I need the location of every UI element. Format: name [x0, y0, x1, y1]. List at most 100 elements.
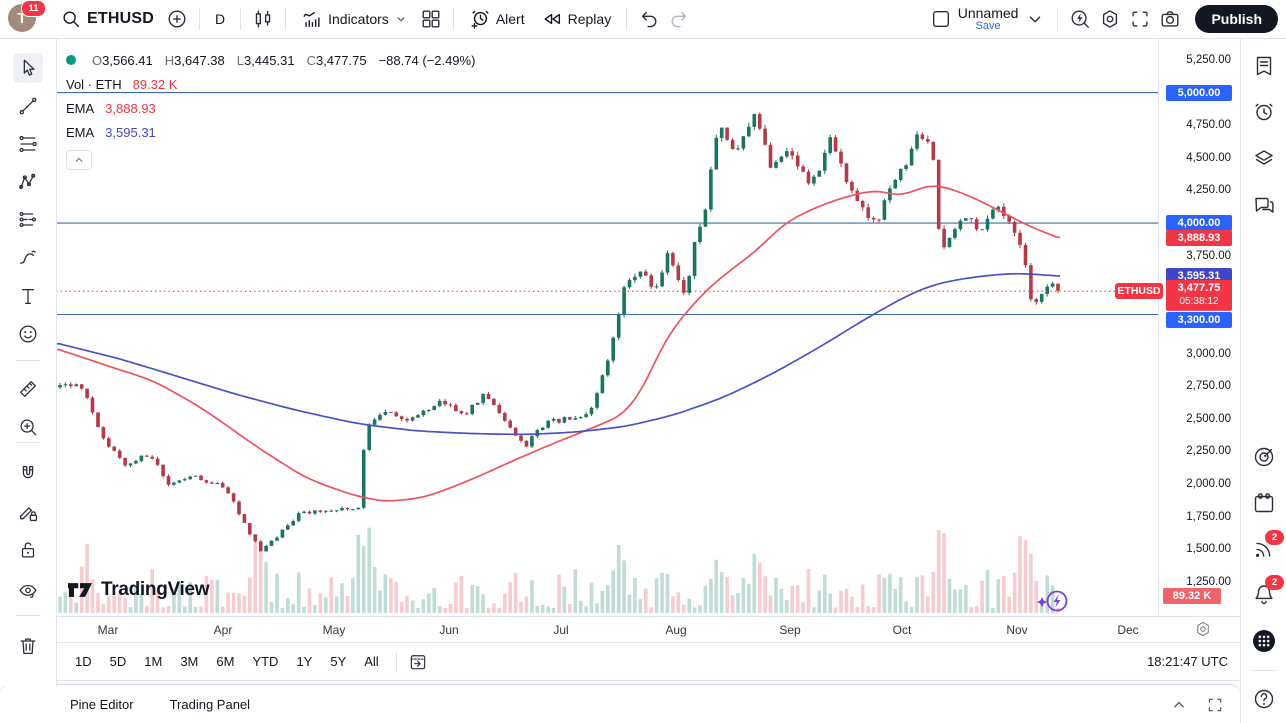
range-button-6m[interactable]: 6M	[216, 654, 235, 669]
gear-icon	[1197, 621, 1209, 637]
candlestick-chart[interactable]	[56, 38, 1158, 616]
chat-button[interactable]	[1249, 190, 1279, 220]
eye-icon	[19, 584, 37, 598]
tool-trend-line[interactable]	[13, 91, 43, 121]
panel-maximize-button[interactable]	[1204, 694, 1226, 716]
tool-cursor[interactable]	[13, 53, 43, 83]
tool-fib-retracement[interactable]	[13, 129, 43, 159]
chart-style-button[interactable]	[248, 4, 278, 34]
range-button-3m[interactable]: 3M	[180, 654, 199, 669]
ema-slow-label: EMA	[66, 124, 95, 140]
sidebar-divider	[1251, 670, 1277, 671]
tool-draw-lock[interactable]	[13, 497, 43, 527]
alert-button[interactable]: Alert	[461, 4, 533, 34]
range-button-1y[interactable]: 1Y	[296, 654, 313, 669]
ruler-icon	[20, 381, 36, 397]
tool-forecast[interactable]	[13, 205, 43, 235]
tab-trading-panel[interactable]: Trading Panel	[169, 697, 251, 712]
interval-button[interactable]: D	[207, 4, 233, 34]
add-symbol-button[interactable]	[162, 4, 192, 34]
undo-icon	[642, 11, 657, 28]
layout-menu-button[interactable]	[1020, 4, 1050, 34]
radar-button[interactable]	[1249, 442, 1279, 472]
bottom-panel: Pine Editor Trading Panel	[0, 684, 1240, 723]
settings-button[interactable]	[1095, 4, 1125, 34]
snapshot-button[interactable]	[1155, 4, 1185, 34]
fullscreen-icon	[1132, 11, 1148, 27]
tool-emoji[interactable]	[13, 319, 43, 349]
legend-ema-fast-row[interactable]: EMA 3,888.93	[66, 96, 475, 120]
redo-button[interactable]	[664, 4, 694, 34]
save-layout-button[interactable]	[926, 4, 956, 34]
tool-brush[interactable]	[13, 243, 43, 273]
layers-button[interactable]	[1249, 143, 1279, 173]
toolbar-divider	[626, 8, 628, 30]
layout-grid-button[interactable]	[416, 4, 446, 34]
replay-button[interactable]: Replay	[533, 4, 620, 34]
watchlist-button[interactable]	[1249, 51, 1279, 81]
tradingview-watermark[interactable]: TradingView	[66, 578, 210, 602]
legend-ema-slow-row[interactable]: EMA 3,595.31	[66, 120, 475, 144]
range-button-ytd[interactable]: YTD	[252, 654, 279, 669]
month-tick: Sep	[779, 623, 801, 637]
time-axis[interactable]: Mar Apr May Jun Jul Aug Sep Oct Nov Dec	[56, 616, 1240, 643]
panel-collapse-button[interactable]	[1168, 694, 1190, 716]
undo-button[interactable]	[634, 4, 664, 34]
toolbar-divider	[16, 360, 40, 361]
count-badge: 2	[1265, 575, 1284, 590]
price-tick: 1,500.00	[1186, 543, 1231, 556]
clock-utc[interactable]: 18:21:47 UTC	[1147, 654, 1228, 669]
legend-volume-row[interactable]: Vol · ETH 89.32 K	[66, 72, 475, 96]
volume-series	[58, 527, 1060, 613]
bell-button[interactable]: 2	[1249, 575, 1284, 609]
time-axis-settings-button[interactable]	[1194, 620, 1214, 640]
help-button[interactable]	[1249, 684, 1279, 714]
tab-pine-editor[interactable]: Pine Editor	[70, 697, 134, 712]
ema-fast-value: 3,888.93	[105, 100, 156, 116]
watermark-text: TradingView	[101, 579, 210, 600]
fib-retracement-icon	[19, 135, 37, 153]
tool-text[interactable]	[13, 281, 43, 311]
publish-button[interactable]: Publish	[1195, 5, 1278, 33]
alarm-button[interactable]	[1249, 97, 1279, 127]
go-to-date-button[interactable]	[405, 649, 431, 675]
tool-eye[interactable]	[13, 576, 43, 606]
last-price-badge: 3,477.75 05:38:12	[1166, 280, 1232, 311]
price-level-badge: 5,000.00	[1166, 84, 1232, 101]
legend-ohlc-row[interactable]: O3,566.41 H3,647.38 L3,445.31 C3,477.75 −88.…	[66, 48, 475, 72]
gear-icon	[1103, 10, 1118, 28]
range-button-5d[interactable]: 5D	[109, 654, 127, 669]
tool-ruler[interactable]	[13, 374, 43, 404]
tradingview-logo-icon	[68, 583, 92, 597]
range-button-1m[interactable]: 1M	[144, 654, 163, 669]
price-tick: 3,000.00	[1186, 347, 1231, 360]
tool-trash[interactable]	[13, 631, 43, 661]
interval-label: D	[214, 11, 226, 27]
tool-lock[interactable]	[13, 535, 43, 565]
calendar-button[interactable]	[1249, 488, 1279, 518]
trash-icon	[20, 638, 36, 654]
toolbar-divider	[285, 8, 287, 30]
quick-search-button[interactable]	[1065, 4, 1095, 34]
legend-collapse-button[interactable]	[66, 150, 92, 170]
user-avatar[interactable]: T 11	[8, 0, 46, 34]
flash-action-button[interactable]	[1037, 587, 1071, 615]
range-button-all[interactable]: All	[364, 654, 379, 669]
price-axis[interactable]: 5,250.00 4,750.00 4,500.00 4,250.00 3,750.00…	[1115, 38, 1241, 616]
layout-name-save[interactable]: Unnamed Save	[956, 6, 1021, 32]
fullscreen-button[interactable]	[1125, 4, 1155, 34]
feed-button[interactable]: 2	[1249, 530, 1284, 564]
price-tick: 4,500.00	[1186, 151, 1231, 164]
indicators-button[interactable]: Indicators	[293, 4, 416, 34]
chart-pane[interactable]: O3,566.41 H3,647.38 L3,445.31 C3,477.75 −88.…	[56, 38, 1158, 616]
range-button-5y[interactable]: 5Y	[330, 654, 347, 669]
timeframe-toolbar: 1D 5D 1M 3M 6M YTD 1Y 5Y All 18:21:47 UTC	[56, 642, 1240, 681]
apps-button[interactable]	[1249, 626, 1279, 656]
tool-xabcd-pattern[interactable]	[13, 167, 43, 197]
range-button-1d[interactable]: 1D	[75, 654, 92, 669]
tool-magnet[interactable]	[13, 459, 43, 489]
symbol-search-button[interactable]: ETHUSD	[52, 4, 162, 34]
tool-zoom-in[interactable]	[13, 412, 43, 442]
forecast-icon	[19, 212, 36, 228]
